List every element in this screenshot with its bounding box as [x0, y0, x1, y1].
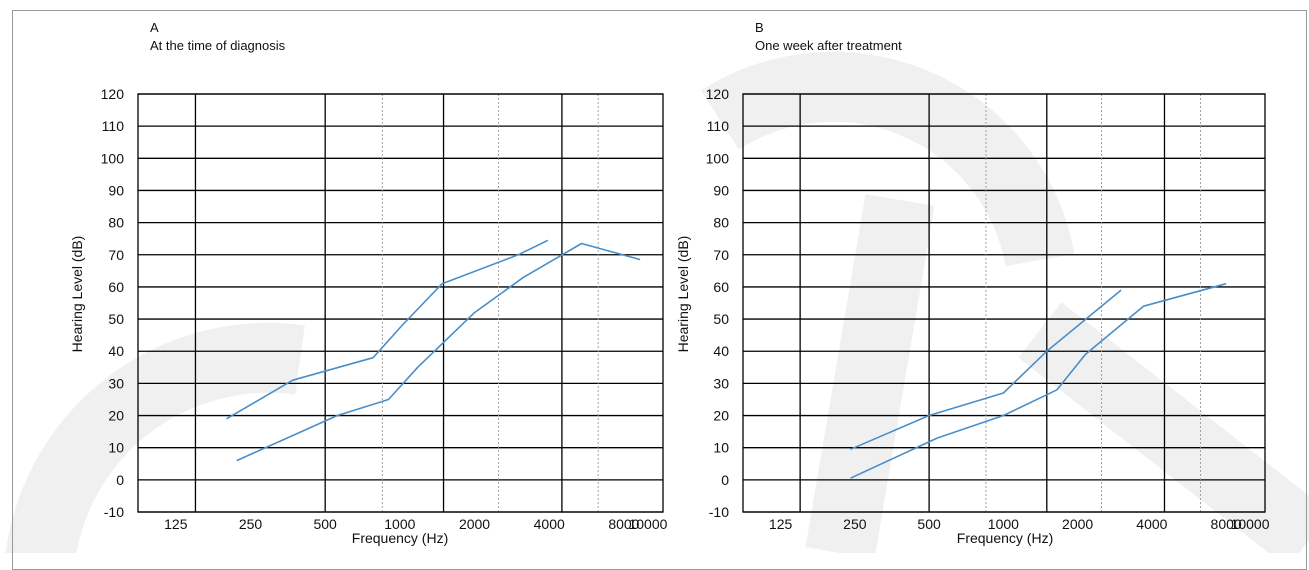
- y-tick-label: 50: [108, 311, 124, 327]
- y-tick-label: 100: [706, 150, 730, 166]
- x-tick-label: 125: [769, 516, 793, 532]
- x-axis-label: Frequency (Hz): [352, 530, 448, 546]
- x-tick-label: 2000: [1062, 516, 1093, 532]
- chart-title: One week after treatment: [755, 38, 902, 53]
- y-tick-label: 10: [108, 440, 124, 456]
- y-tick-label: 20: [108, 408, 124, 424]
- y-tick-label: 30: [108, 375, 124, 391]
- y-tick-label: 90: [108, 182, 124, 198]
- y-tick-label: 0: [116, 472, 124, 488]
- y-axis-label: Hearing Level (dB): [675, 236, 691, 353]
- y-tick-label: 60: [713, 279, 729, 295]
- x-tick-label: 500: [917, 516, 941, 532]
- y-tick-label: 70: [713, 247, 729, 263]
- y-tick-label: 40: [108, 343, 124, 359]
- x-tick-label: 500: [313, 516, 337, 532]
- y-tick-label: 0: [721, 472, 729, 488]
- audiogram-chart: -10 0 10 20 30 40 50 60 70 80 90 100 110 120 125 250 500…: [675, 86, 1270, 546]
- y-tick-label: 30: [713, 375, 729, 391]
- y-tick-label: 40: [713, 343, 729, 359]
- y-tick-label: 110: [102, 118, 125, 134]
- y-tick-label: 90: [713, 182, 729, 198]
- watermark-logo: [5, 51, 1309, 553]
- x-tick-label: 4000: [534, 516, 565, 532]
- series-line-2: [850, 282, 1227, 479]
- x-tick-label: 250: [239, 516, 263, 532]
- panel-b: B One week after treatment -10 0 10 20 30 40 5…: [675, 20, 1270, 546]
- series-line-1: [226, 239, 549, 420]
- audiogram-chart: -10 0 10 20 30 40 50 60 70 80 90 100 110 120 125 250 500…: [69, 86, 668, 546]
- x-tick-label: 250: [843, 516, 867, 532]
- y-tick-label: 10: [713, 440, 729, 456]
- x-tick-label: 4000: [1136, 516, 1167, 532]
- y-tick-label: 100: [101, 150, 125, 166]
- y-tick-label: 80: [108, 215, 124, 231]
- panel-letter: A: [150, 20, 159, 35]
- y-tick-label: 70: [108, 247, 124, 263]
- plot-border: [137, 93, 664, 513]
- series-line-1: [850, 289, 1122, 451]
- x-tick-label: 8000: [1211, 516, 1242, 532]
- y-tick-label: -10: [709, 504, 729, 520]
- y-tick-label: 20: [713, 408, 729, 424]
- x-tick-label: 1000: [988, 516, 1019, 532]
- x-tick-label: 2000: [459, 516, 490, 532]
- x-tick-label: 1000: [384, 516, 415, 532]
- chart-title: At the time of diagnosis: [150, 38, 286, 53]
- x-axis-label: Frequency (Hz): [957, 530, 1053, 546]
- y-tick-label: 80: [713, 215, 729, 231]
- series-line-2: [236, 242, 641, 462]
- panel-a: A At the time of diagnosis -10 0 10 20 30 40 5…: [69, 20, 668, 546]
- y-tick-label: -10: [104, 504, 124, 520]
- y-tick-label: 120: [101, 86, 125, 102]
- x-tick-label: 10000: [628, 516, 667, 532]
- y-tick-label: 110: [707, 118, 730, 134]
- y-tick-label: 60: [108, 279, 124, 295]
- y-tick-label: 120: [706, 86, 730, 102]
- y-axis-label: Hearing Level (dB): [69, 236, 85, 353]
- panel-letter: B: [755, 20, 764, 35]
- plot-border: [742, 93, 1266, 513]
- y-tick-label: 50: [713, 311, 729, 327]
- x-tick-label: 10000: [1231, 516, 1270, 532]
- x-tick-label: 8000: [608, 516, 639, 532]
- x-tick-label: 125: [164, 516, 188, 532]
